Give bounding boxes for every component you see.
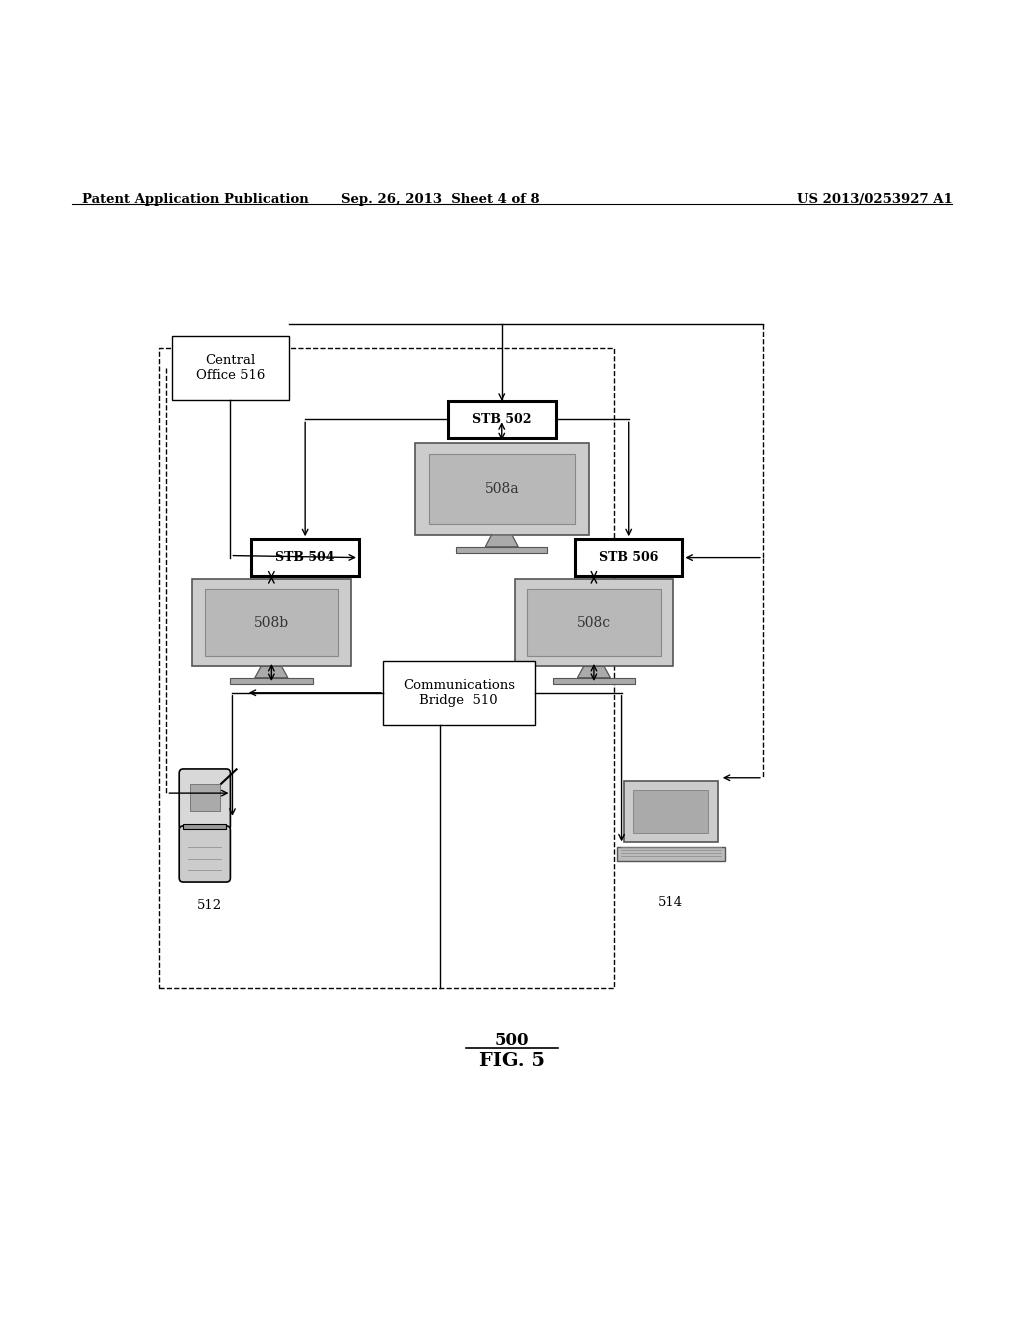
Text: STB 502: STB 502 (472, 413, 531, 426)
FancyBboxPatch shape (616, 847, 725, 861)
FancyBboxPatch shape (449, 401, 555, 438)
FancyBboxPatch shape (189, 784, 220, 812)
Polygon shape (485, 535, 518, 546)
FancyBboxPatch shape (179, 770, 230, 830)
FancyBboxPatch shape (429, 454, 574, 524)
FancyBboxPatch shape (527, 589, 660, 656)
FancyBboxPatch shape (383, 661, 535, 725)
Text: STB 506: STB 506 (599, 552, 658, 564)
FancyBboxPatch shape (553, 677, 635, 684)
Text: 512: 512 (198, 899, 222, 912)
FancyBboxPatch shape (457, 546, 547, 553)
FancyBboxPatch shape (415, 444, 589, 535)
Text: Patent Application Publication: Patent Application Publication (82, 193, 308, 206)
FancyBboxPatch shape (252, 539, 358, 576)
Text: US 2013/0253927 A1: US 2013/0253927 A1 (797, 193, 952, 206)
FancyBboxPatch shape (230, 677, 312, 684)
FancyBboxPatch shape (193, 578, 350, 667)
FancyBboxPatch shape (205, 589, 338, 656)
Text: STB 504: STB 504 (275, 552, 335, 564)
Text: 508b: 508b (254, 615, 289, 630)
Text: 500: 500 (495, 1032, 529, 1049)
FancyBboxPatch shape (172, 337, 290, 400)
Text: 514: 514 (658, 895, 683, 908)
Text: Sep. 26, 2013  Sheet 4 of 8: Sep. 26, 2013 Sheet 4 of 8 (341, 193, 540, 206)
FancyBboxPatch shape (179, 826, 230, 882)
Polygon shape (578, 667, 610, 677)
Polygon shape (255, 667, 288, 677)
Text: 508c: 508c (577, 615, 611, 630)
FancyBboxPatch shape (183, 824, 226, 829)
FancyBboxPatch shape (633, 791, 709, 833)
Text: FIG. 5: FIG. 5 (479, 1052, 545, 1071)
Text: Communications
Bridge  510: Communications Bridge 510 (402, 678, 515, 706)
FancyBboxPatch shape (624, 781, 718, 842)
FancyBboxPatch shape (575, 539, 682, 576)
Text: Central
Office 516: Central Office 516 (196, 354, 265, 383)
FancyBboxPatch shape (514, 578, 674, 667)
Text: 508a: 508a (484, 482, 519, 496)
